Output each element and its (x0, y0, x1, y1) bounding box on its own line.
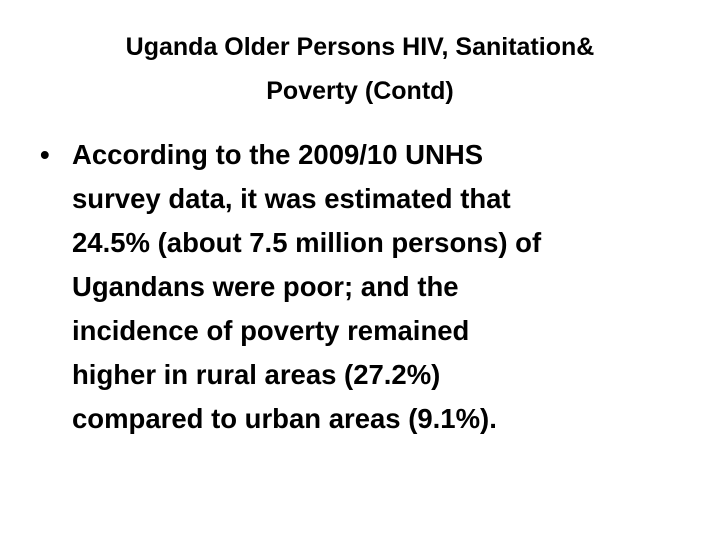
bullet-text-line: Ugandans were poor; and the (72, 271, 459, 302)
title-line: Uganda Older Persons HIV, Sanitation& (125, 33, 595, 61)
bullet-text-line: 24.5% (about 7.5 million persons) of (72, 227, 542, 258)
bullet-text-line: incidence of poverty remained (72, 315, 470, 346)
title-line: Poverty (Contd) (266, 77, 454, 105)
bullet-text-line: survey data, it was estimated that (72, 183, 511, 214)
bullet-text-line: compared to urban areas (9.1%). (72, 403, 497, 434)
bullet-text-line: higher in rural areas (27.2%) (72, 359, 441, 390)
bullet-marker: • (40, 139, 50, 170)
bullet-text-line: According to the 2009/10 UNHS (72, 139, 484, 170)
